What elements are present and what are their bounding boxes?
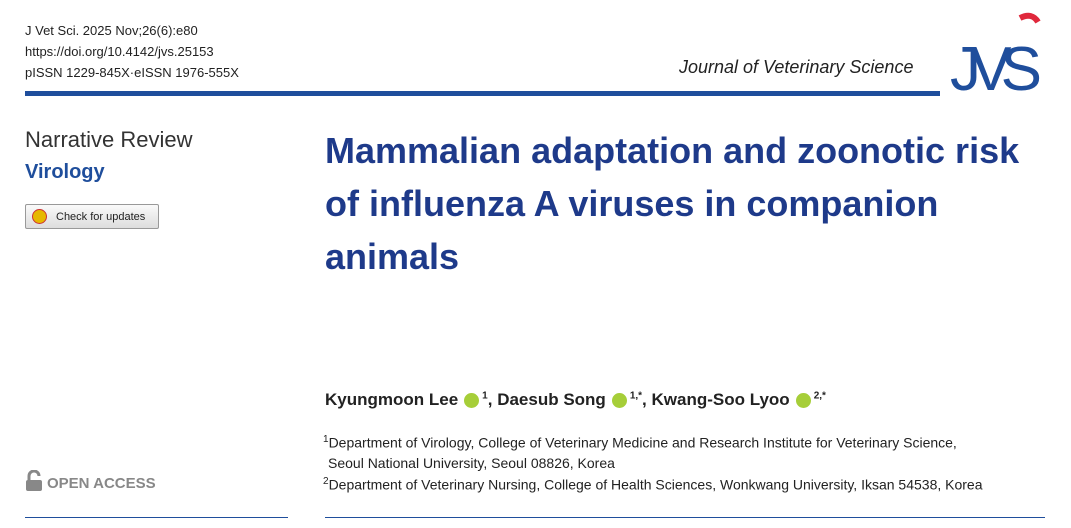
orcid-icon[interactable]: ​ xyxy=(464,393,480,409)
affiliation-line: 1Department of Virology, College of Vete… xyxy=(323,434,957,451)
affiliation-text: Department of Virology, College of Veter… xyxy=(328,434,957,451)
affiliation-line: Seoul National University, Seoul 08826, … xyxy=(328,455,615,471)
affiliation-text: Seoul National University, Seoul 08826, … xyxy=(328,455,615,471)
affiliation-line: 2Department of Veterinary Nursing, Colle… xyxy=(323,476,983,493)
footer-rule xyxy=(325,517,1045,518)
author-name: Daesub Song xyxy=(497,390,606,409)
subject: Virology xyxy=(25,161,105,183)
updates-icon xyxy=(32,209,47,224)
open-access-label: OPEN ACCESS xyxy=(47,475,156,492)
logo-text: JVS xyxy=(950,35,1042,104)
author-list: Kyungmoon Lee​1, Daesub Song​1,*, Kwang-… xyxy=(325,390,826,409)
author-sup: 1 xyxy=(482,390,488,402)
logo: JVS xyxy=(950,12,1042,104)
journal-name: Journal of Veterinary Science xyxy=(679,57,914,77)
issn: pISSN 1229-845X·eISSN 1976-555X xyxy=(25,65,239,80)
lock-icon xyxy=(26,469,42,491)
check-updates-button[interactable]: Check for updates xyxy=(25,204,159,229)
doi-link[interactable]: https://doi.org/10.4142/jvs.25153 xyxy=(25,44,214,59)
affiliation-text: Department of Veterinary Nursing, Colleg… xyxy=(328,476,983,493)
author-name: Kyungmoon Lee xyxy=(325,390,459,409)
affiliation-sup: 1 xyxy=(323,434,329,445)
header-rule xyxy=(25,91,940,96)
affiliation-sup: 2 xyxy=(323,476,329,487)
open-access: OPEN ACCESS xyxy=(25,469,156,492)
author-sup: 2,* xyxy=(813,390,826,402)
author-sup: 1,* xyxy=(629,390,643,402)
article-type: Narrative Review xyxy=(25,127,193,152)
author-name: Kwang-Soo Lyoo xyxy=(651,390,790,409)
orcid-icon[interactable]: ​ xyxy=(611,393,627,409)
article-title: Mammalian adaptation and zoonotic risk o… xyxy=(325,130,1020,277)
citation: J Vet Sci. 2025 Nov;26(6):e80 xyxy=(25,23,198,38)
footer-rule xyxy=(25,517,288,518)
orcid-icon[interactable]: ​ xyxy=(795,393,811,409)
logo-accent xyxy=(1018,12,1041,24)
button-label: Check for updates xyxy=(56,211,146,223)
